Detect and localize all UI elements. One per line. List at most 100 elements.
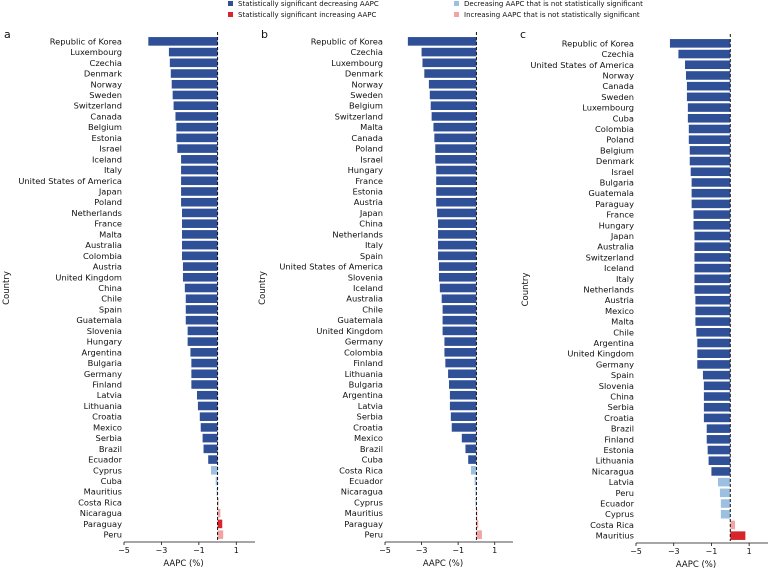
category-label-mauritius: Mauritius: [596, 531, 634, 541]
category-label-united-kingdom: United Kingdom: [567, 349, 634, 359]
bar-lithuania: [708, 456, 731, 466]
category-label-mexico: Mexico: [354, 433, 383, 443]
legend-swatch: [228, 1, 233, 6]
bar-peru: [476, 530, 482, 539]
bar-united-states-of-america: [181, 176, 218, 186]
category-label-united-kingdom: United Kingdom: [55, 272, 122, 282]
bar-brazil: [465, 444, 477, 454]
bar-united-states-of-america: [438, 262, 477, 271]
category-label-spain: Spain: [611, 370, 634, 380]
category-label-iceland: Iceland: [353, 283, 383, 293]
bar-latvia: [196, 390, 218, 400]
bar-colombia: [688, 124, 731, 134]
bar-china: [703, 392, 731, 401]
bar-australia: [694, 242, 731, 251]
category-label-slovenia: Slovenia: [87, 326, 122, 336]
bar-canada: [175, 112, 218, 121]
bar-bulgaria: [691, 178, 731, 187]
category-label-costa-rica: Costa Rica: [78, 497, 122, 507]
bar-bulgaria: [191, 358, 218, 368]
bar-israel: [435, 155, 477, 164]
bar-slovenia: [438, 272, 477, 282]
category-label-guatemala: Guatemala: [337, 315, 383, 325]
bar-norway: [171, 79, 218, 89]
bar-guatemala: [691, 188, 731, 198]
panel-label: b: [261, 28, 268, 41]
category-label-malta: Malta: [611, 317, 634, 327]
category-label-china: China: [610, 392, 634, 402]
x-tick-label: −3: [416, 546, 428, 555]
category-label-austria: Austria: [93, 262, 122, 272]
bar-mexico: [695, 306, 731, 316]
category-label-croatia: Croatia: [92, 412, 122, 422]
bar-nicaragua: [711, 467, 731, 476]
bar-luxembourg: [422, 58, 477, 68]
category-label-malta: Malta: [360, 122, 383, 132]
category-label-israel: Israel: [360, 154, 383, 164]
bar-denmark: [424, 69, 477, 78]
category-label-switzerland: Switzerland: [586, 252, 634, 262]
bar-france: [436, 176, 477, 186]
x-tick-label: 1: [492, 546, 497, 555]
category-label-malta: Malta: [99, 229, 122, 239]
bar-brazil: [203, 444, 218, 454]
bar-sweden: [172, 90, 218, 100]
bar-malta: [695, 317, 731, 326]
legend-swatch: [228, 12, 233, 17]
category-label-belgium: Belgium: [349, 101, 383, 111]
category-label-republic-of-korea: Republic of Korea: [50, 36, 122, 46]
bar-canada: [434, 133, 477, 143]
category-label-japan: Japan: [359, 208, 383, 218]
bar-spain: [438, 251, 477, 261]
category-label-serbia: Serbia: [96, 433, 122, 443]
category-label-switzerland: Switzerland: [335, 111, 383, 121]
category-label-france: France: [355, 176, 383, 186]
category-label-bulgaria: Bulgaria: [88, 358, 122, 368]
category-label-denmark: Denmark: [596, 156, 634, 166]
category-label-czechia: Czechia: [90, 58, 122, 68]
category-label-belgium: Belgium: [600, 145, 634, 155]
bar-paraguay: [217, 519, 223, 529]
category-label-denmark: Denmark: [84, 69, 122, 79]
category-label-brazil: Brazil: [611, 424, 634, 434]
bar-guatemala: [185, 315, 218, 325]
bar-denmark: [170, 69, 218, 78]
bar-netherlands: [438, 230, 477, 239]
category-label-cyprus: Cyprus: [354, 497, 383, 507]
x-tick-label: −5: [379, 546, 391, 555]
legend-entry-label: Increasing AAPC that is not statisticall…: [464, 11, 640, 19]
bar-italy: [694, 274, 731, 284]
bar-cuba: [215, 476, 218, 486]
bar-serbia: [450, 412, 477, 421]
category-label-iceland: Iceland: [92, 154, 122, 164]
category-label-spain: Spain: [99, 304, 122, 314]
category-label-latvia: Latvia: [97, 390, 122, 400]
panel-b: b Country Republic of KoreaCzechiaLuxembou…: [258, 28, 513, 569]
category-label-peru: Peru: [365, 530, 383, 540]
category-label-luxembourg: Luxembourg: [331, 58, 383, 68]
category-label-luxembourg: Luxembourg: [582, 103, 634, 113]
category-label-italy: Italy: [616, 274, 634, 284]
bar-croatia: [703, 413, 731, 423]
category-label-serbia: Serbia: [357, 412, 383, 422]
category-label-sweden: Sweden: [89, 90, 122, 100]
category-label-estonia: Estonia: [352, 186, 383, 196]
category-label-croatia: Croatia: [353, 422, 383, 432]
bar-chile: [442, 305, 477, 314]
category-label-germany: Germany: [345, 337, 383, 347]
category-label-france: France: [606, 210, 634, 220]
bar-costa-rica: [730, 520, 735, 530]
bar-spain: [185, 305, 218, 314]
category-label-switzerland: Switzerland: [74, 101, 122, 111]
x-tick-label: −5: [630, 547, 642, 556]
category-label-poland: Poland: [94, 197, 122, 207]
category-label-france: France: [94, 219, 122, 229]
y-axis-title: Country: [258, 271, 268, 305]
bar-netherlands: [182, 208, 218, 218]
bar-austria: [182, 262, 218, 271]
category-label-mexico: Mexico: [605, 306, 634, 316]
bar-israel: [690, 167, 731, 177]
category-label-colombia: Colombia: [83, 251, 122, 261]
bar-serbia: [202, 433, 218, 443]
bar-cyprus: [211, 466, 218, 475]
